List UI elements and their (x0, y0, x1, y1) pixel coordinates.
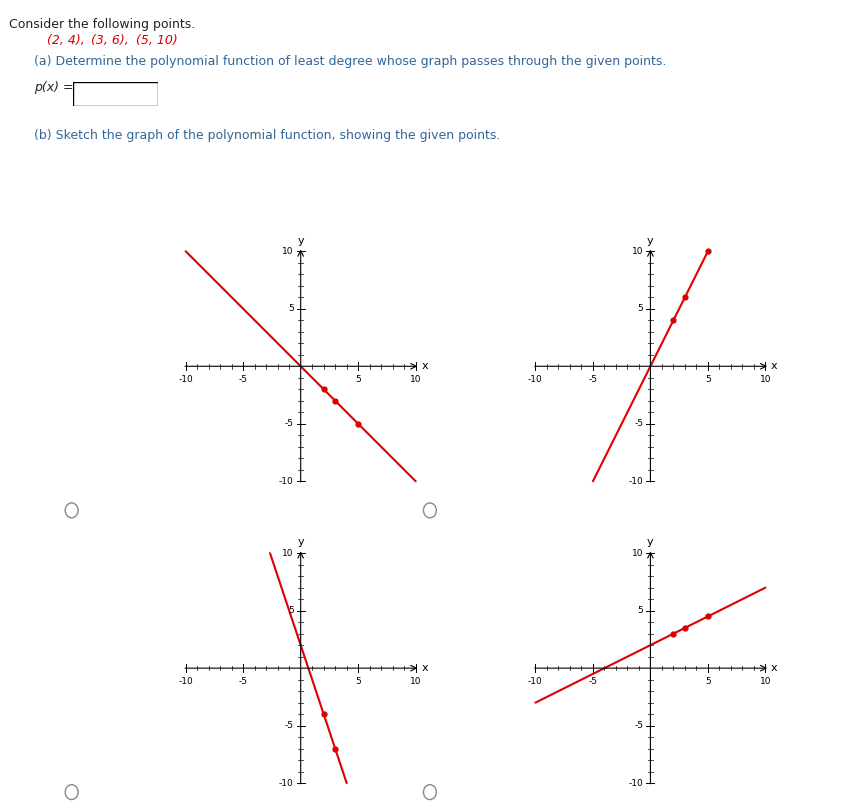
Text: y: y (647, 538, 653, 547)
Text: 5: 5 (637, 606, 642, 615)
Text: 10: 10 (759, 375, 770, 385)
Text: -10: -10 (178, 677, 193, 687)
Text: x: x (770, 361, 777, 371)
Text: 5: 5 (705, 375, 710, 385)
Text: -5: -5 (634, 419, 642, 428)
Text: 10: 10 (410, 375, 421, 385)
Text: 10: 10 (410, 677, 421, 687)
Text: -10: -10 (527, 375, 542, 385)
Text: 5: 5 (705, 677, 710, 687)
Text: y: y (297, 538, 303, 547)
Text: 10: 10 (282, 549, 293, 558)
Text: -10: -10 (279, 477, 293, 485)
Text: -5: -5 (588, 375, 596, 385)
Text: (a) Determine the polynomial function of least degree whose graph passes through: (a) Determine the polynomial function of… (34, 55, 665, 68)
Text: -10: -10 (279, 778, 293, 787)
Text: y: y (647, 236, 653, 246)
Text: 5: 5 (288, 304, 293, 313)
Text: p(x) =: p(x) = (34, 80, 73, 93)
Text: -5: -5 (588, 677, 596, 687)
Text: (5, 10): (5, 10) (135, 34, 177, 47)
Text: 10: 10 (282, 247, 293, 256)
Text: Consider the following points.: Consider the following points. (9, 18, 194, 31)
Text: -5: -5 (634, 721, 642, 730)
Text: 10: 10 (631, 247, 642, 256)
Text: x: x (421, 663, 428, 673)
Text: y: y (297, 236, 303, 246)
Text: 5: 5 (355, 375, 360, 385)
Text: (2, 4),: (2, 4), (47, 34, 89, 47)
Text: -10: -10 (527, 677, 542, 687)
Text: -5: -5 (239, 677, 247, 687)
Text: 5: 5 (288, 606, 293, 615)
Text: -10: -10 (628, 477, 642, 485)
Text: (b) Sketch the graph of the polynomial function, showing the given points.: (b) Sketch the graph of the polynomial f… (34, 129, 500, 142)
Text: (3, 6),: (3, 6), (91, 34, 133, 47)
Text: -10: -10 (628, 778, 642, 787)
Text: -5: -5 (285, 419, 293, 428)
Text: 10: 10 (631, 549, 642, 558)
Text: x: x (770, 663, 777, 673)
Text: -5: -5 (239, 375, 247, 385)
Text: 5: 5 (637, 304, 642, 313)
Text: -5: -5 (285, 721, 293, 730)
Text: 10: 10 (759, 677, 770, 687)
Text: -10: -10 (178, 375, 193, 385)
Text: 5: 5 (355, 677, 360, 687)
Text: x: x (421, 361, 428, 371)
